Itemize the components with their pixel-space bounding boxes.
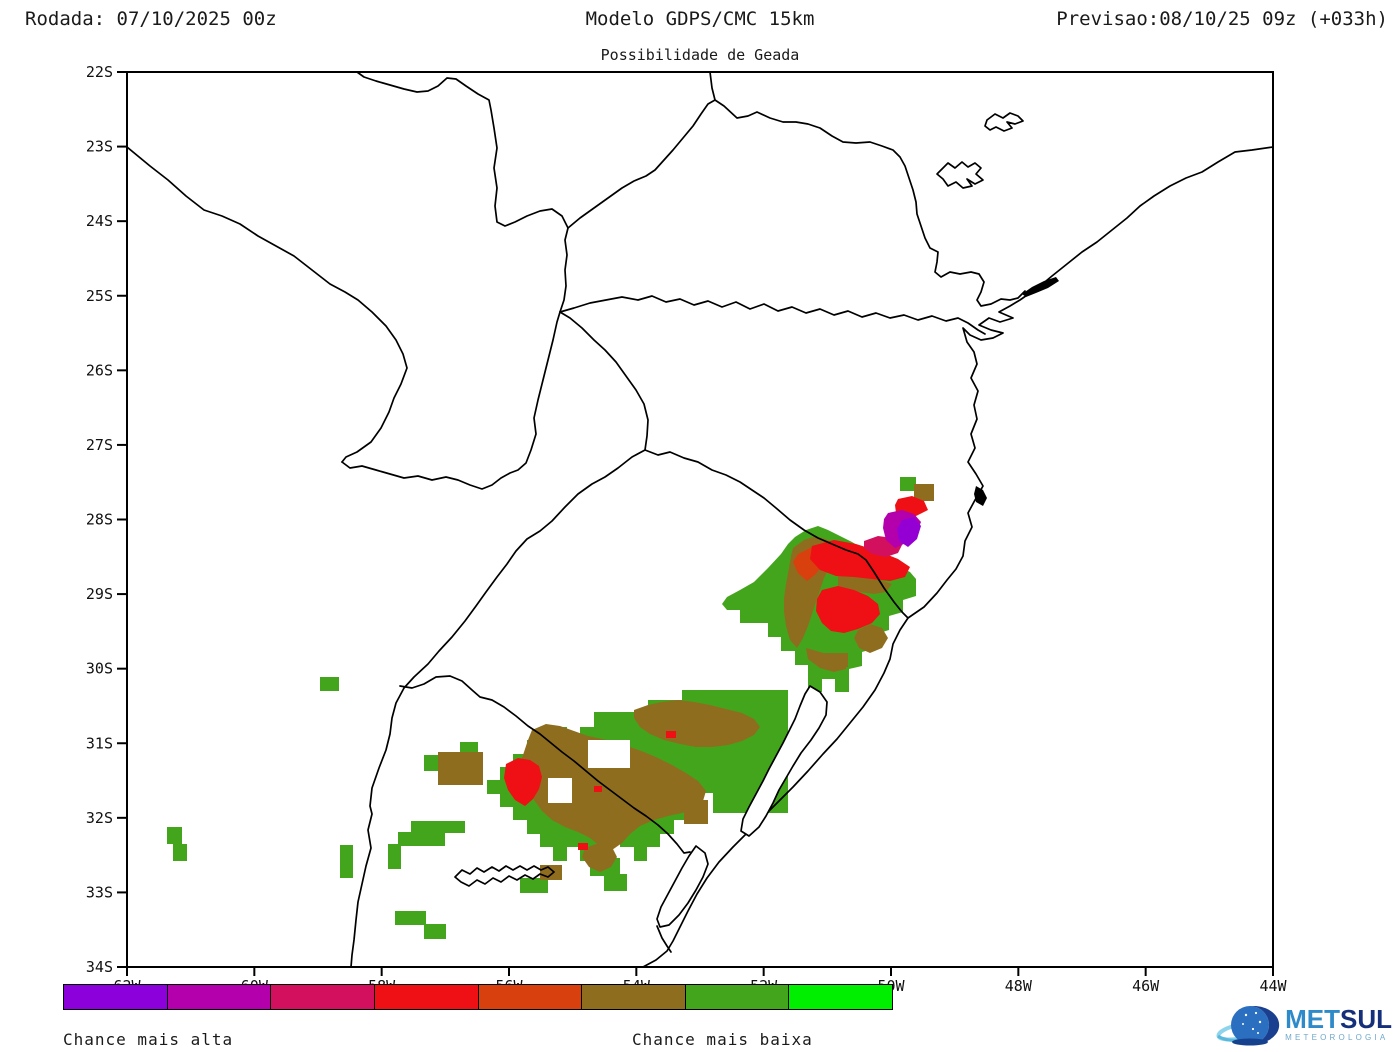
- colorbar-segment: [64, 985, 168, 1009]
- parana-river-north: [356, 71, 569, 313]
- colorbar-segment: [789, 985, 892, 1009]
- frost-region-red: [504, 758, 542, 806]
- frost-region-olive: [838, 574, 892, 594]
- misiones-east-border: [559, 311, 649, 451]
- lat-label: 28S: [86, 511, 113, 529]
- lat-label: 30S: [86, 660, 113, 678]
- frost-cell-green: [520, 878, 548, 893]
- lat-label: 26S: [86, 361, 113, 379]
- colorbar-low-label: Chance mais baixa: [632, 1030, 813, 1049]
- bonete-reservoir: [454, 865, 555, 887]
- patos-lagoon: [740, 685, 828, 837]
- frost-cell-green: [173, 844, 187, 861]
- frost-region-purple: [897, 517, 921, 547]
- run-timestamp-label: Rodada: 07/10/2025 00z: [25, 8, 277, 30]
- logo-subtitle: METEOROLOGIA: [1285, 1033, 1389, 1042]
- sp-reservoir-2: [936, 161, 984, 189]
- florianopolis-island: [974, 486, 987, 506]
- colorbar-segment: [478, 985, 583, 1009]
- frost-cell-red: [666, 731, 676, 738]
- uruguay-river: [350, 449, 646, 968]
- logo-met: MET: [1285, 1004, 1340, 1034]
- coastline: [642, 146, 1274, 968]
- lat-label: 23S: [86, 138, 113, 156]
- frost-cell-green: [411, 821, 465, 833]
- lat-label: 32S: [86, 809, 113, 827]
- colorbar-segment: [582, 985, 686, 1009]
- mirim-lagoon: [656, 845, 709, 928]
- colorbar-segment: [374, 985, 479, 1009]
- sp-reservoir-1: [984, 112, 1024, 132]
- lon-label: 48W: [1005, 977, 1033, 995]
- colorbar-segment: [685, 985, 790, 1009]
- frost-region-olive: [634, 700, 760, 747]
- br-uy-border: [399, 675, 691, 854]
- frost-cell-olive: [822, 653, 848, 667]
- metsul-logo-text: METSUL METEOROLOGIA: [1285, 1006, 1392, 1042]
- frost-cell-green: [340, 845, 353, 878]
- parana-river-south: [341, 311, 561, 490]
- lon-label: 44W: [1259, 977, 1287, 995]
- colorbar-high-label: Chance mais alta: [63, 1030, 234, 1049]
- colorbar-segment: [167, 985, 272, 1009]
- frost-cell-olive: [914, 484, 934, 501]
- probability-colorbar: [63, 984, 893, 1010]
- frost-cell-olive: [540, 865, 562, 880]
- globe-icon: [1216, 1006, 1280, 1046]
- frost-cell-red: [594, 786, 602, 792]
- frost-cell-green: [398, 832, 445, 846]
- map-frame: [126, 71, 1274, 968]
- pr-sc-border: [559, 295, 986, 335]
- frost-cell-green: [424, 924, 446, 939]
- lat-label: 22S: [86, 63, 113, 81]
- lat-label: 31S: [86, 734, 113, 752]
- frost-region-olive: [854, 624, 888, 653]
- frost-cell-green: [900, 477, 916, 491]
- frost-cell-green: [320, 677, 339, 691]
- frost-cell-red: [578, 843, 588, 850]
- forecast-valid-label: Previsao:08/10/25 09z (+033h): [1056, 8, 1388, 30]
- frost-region-olive: [582, 843, 617, 872]
- frost-region-red: [816, 586, 880, 633]
- lat-label: 29S: [86, 585, 113, 603]
- frost-cell-olive: [438, 752, 483, 785]
- lat-label: 25S: [86, 287, 113, 305]
- lat-label: 34S: [86, 958, 113, 976]
- frost-cell-green: [395, 911, 426, 925]
- model-name-label: Modelo GDPS/CMC 15km: [585, 8, 815, 30]
- lat-label: 27S: [86, 436, 113, 454]
- frost-cell-white: [588, 740, 630, 768]
- frost-cell-green: [167, 827, 182, 844]
- frost-cell-olive: [684, 800, 708, 824]
- frost-region-red: [810, 540, 910, 581]
- metsul-logo: [1216, 1006, 1280, 1046]
- sc-rs-border: [644, 449, 909, 619]
- sp-pr-border-east: [714, 99, 1026, 307]
- paraguay-river: [126, 146, 408, 463]
- sp-pr-border-west: [567, 99, 716, 229]
- sp-ms-border-north: [709, 71, 716, 101]
- frost-cell-green: [604, 874, 627, 891]
- colorbar-segment: [271, 985, 375, 1009]
- lon-label: 46W: [1132, 977, 1160, 995]
- logo-sul: SUL: [1340, 1004, 1392, 1034]
- chart-title: Possibilidade de Geada: [600, 46, 800, 64]
- barrier-island: [1022, 277, 1059, 297]
- frost-cell-white: [548, 778, 572, 803]
- frost-cell-green: [388, 844, 401, 869]
- lat-label: 24S: [86, 212, 113, 230]
- lat-label: 33S: [86, 883, 113, 901]
